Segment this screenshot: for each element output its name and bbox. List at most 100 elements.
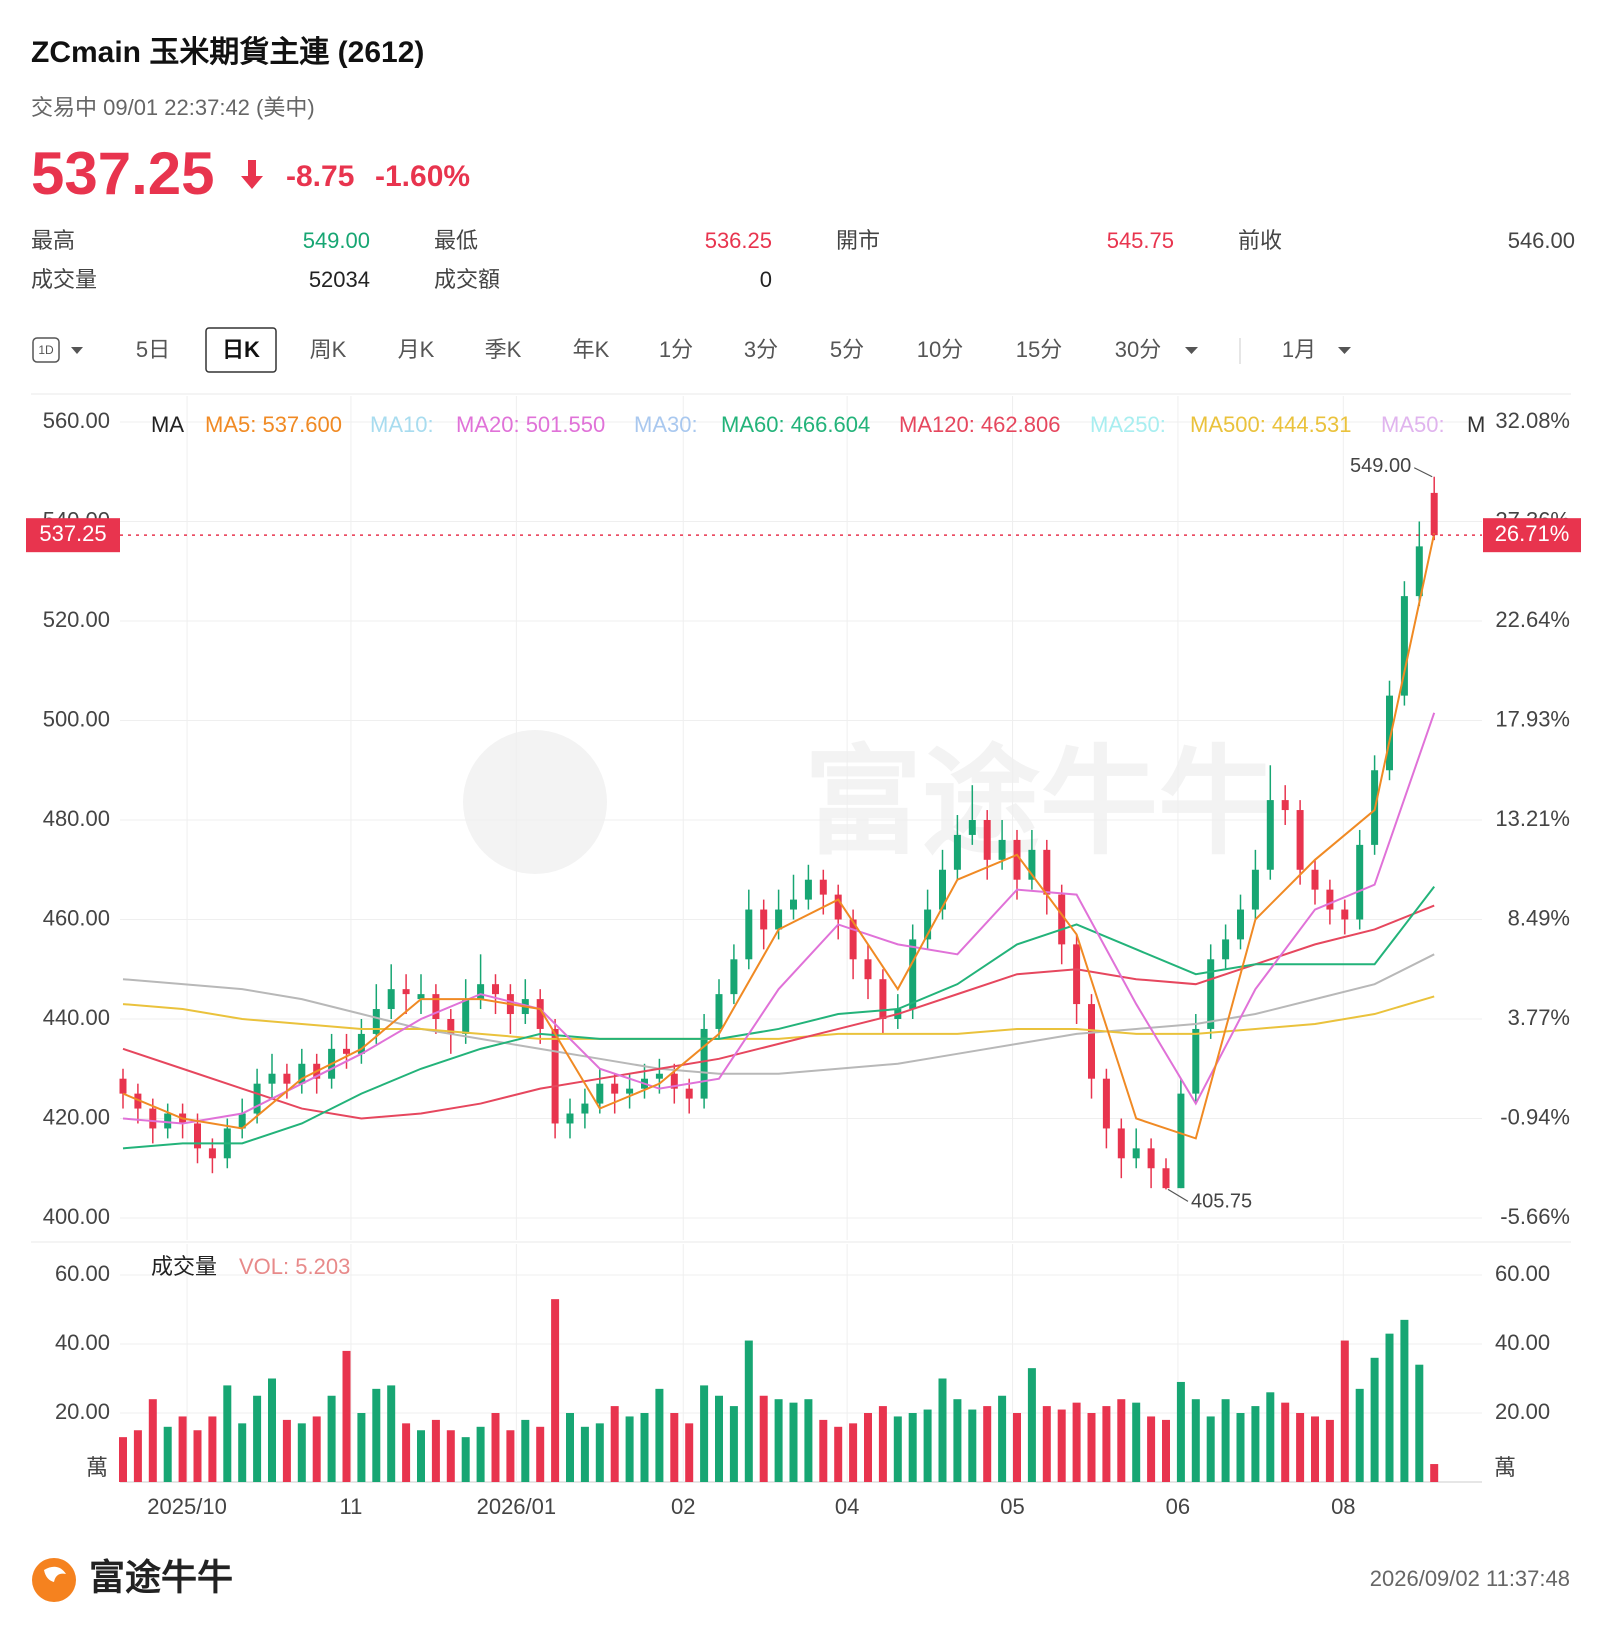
y2-tick-label: 17.93% (1495, 706, 1570, 731)
candle-body (462, 999, 470, 1034)
volume-bar (1311, 1416, 1319, 1482)
tab[interactable]: 5分 (830, 337, 864, 362)
candle-body (804, 879, 812, 900)
tab[interactable]: 月K (398, 337, 435, 362)
tab[interactable]: 年K (573, 337, 610, 362)
tab[interactable]: 5日 (136, 337, 170, 362)
legend-title: MA (151, 412, 184, 437)
candle-body (387, 989, 395, 1010)
candle-body (611, 1083, 619, 1094)
candle-body (849, 919, 857, 960)
candle-body (1102, 1078, 1110, 1129)
candle-body (134, 1093, 142, 1109)
volume-bar (1385, 1333, 1394, 1482)
volume-bar (148, 1399, 157, 1482)
tab[interactable]: 3分 (744, 337, 778, 362)
candle-body (1281, 800, 1289, 811)
annotation-leader (1167, 1188, 1189, 1202)
candle-body (655, 1073, 663, 1079)
volume-bar (342, 1350, 351, 1482)
title: ZCmain 玉米期貨主連 (2612) (31, 35, 424, 69)
volume-bar (402, 1423, 411, 1482)
volume-bar (1430, 1464, 1439, 1482)
volume-bar (1117, 1399, 1126, 1482)
candle-body (1117, 1128, 1125, 1159)
candle-body (357, 1033, 365, 1054)
timestamp: 2026/09/02 11:37:48 (1370, 1566, 1570, 1591)
candle-body (730, 959, 738, 995)
volume-bar (774, 1399, 783, 1482)
vol-title: 成交量 (151, 1254, 217, 1279)
vol-tick-label: 60.00 (55, 1261, 110, 1286)
interval-label[interactable]: 1D (38, 343, 54, 357)
candle-body (1386, 695, 1393, 771)
candle-body (1147, 1148, 1155, 1169)
tab[interactable]: 30分 (1115, 337, 1161, 362)
volume-bar (387, 1385, 396, 1482)
y-tick-label: 480.00 (43, 806, 110, 831)
legend-item: MA250: (1090, 412, 1166, 437)
candle-body (834, 894, 842, 920)
dropdown[interactable] (71, 347, 83, 354)
volume-bar (1296, 1413, 1305, 1482)
volume-bar (670, 1413, 679, 1482)
volume-bar (119, 1437, 127, 1482)
last-pct-label: 26.71% (1495, 521, 1570, 546)
tab[interactable]: 日K (222, 337, 260, 362)
volume-bar (1072, 1402, 1081, 1482)
change-pct: -1.60% (375, 160, 470, 193)
legend-item: MA30: (634, 412, 698, 437)
volume-bar (685, 1423, 694, 1482)
last-price-label: 537.25 (39, 521, 106, 546)
volume-bar (476, 1426, 485, 1482)
volume-bar (1147, 1416, 1156, 1482)
volume-bar (1221, 1399, 1230, 1482)
y2-tick-label: 13.21% (1495, 806, 1570, 831)
dropdown[interactable] (1185, 347, 1198, 354)
candle-body (819, 879, 827, 895)
active-tab-box[interactable] (205, 327, 277, 373)
volume-bar (1206, 1416, 1215, 1482)
interval-icon[interactable] (32, 337, 60, 363)
volume-bar (610, 1406, 619, 1482)
tab[interactable]: 10分 (917, 337, 963, 362)
candle-body (492, 984, 499, 995)
stat-label: 前收 (1238, 228, 1282, 253)
volume-bar (1132, 1402, 1141, 1482)
volume-bar (133, 1430, 142, 1482)
volume-bar (461, 1437, 470, 1482)
volume-bar (223, 1385, 232, 1482)
tab[interactable]: 1月 (1282, 337, 1316, 362)
tab[interactable]: 15分 (1016, 337, 1062, 362)
y2-tick-label: 3.77% (1508, 1005, 1570, 1030)
ma-line (122, 995, 1435, 1040)
volume-bar (655, 1388, 664, 1482)
candle-body (1326, 889, 1334, 910)
candle-body (983, 820, 991, 860)
volume-bar (1236, 1413, 1245, 1482)
candle-body (208, 1148, 216, 1159)
volume-bar (998, 1395, 1007, 1482)
candle-body (879, 979, 887, 1019)
candle-body (924, 909, 932, 940)
tab[interactable]: 季K (485, 337, 522, 362)
y2-tick-label: -0.94% (1500, 1104, 1570, 1129)
vol-tick-label-right: 60.00 (1495, 1261, 1550, 1286)
candle-body (685, 1088, 693, 1099)
volume-bar (1370, 1357, 1379, 1482)
stat-value: 546.00 (1508, 228, 1575, 253)
tab[interactable]: 1分 (659, 337, 693, 362)
candle-body (864, 959, 872, 980)
candle-body (1073, 944, 1081, 1005)
y2-tick-label: 32.08% (1495, 408, 1570, 433)
candle-body (775, 909, 783, 930)
candle-body (551, 1028, 559, 1124)
tab[interactable]: 周K (310, 337, 347, 362)
volume-bar (357, 1413, 366, 1482)
volume-bar (1400, 1319, 1409, 1482)
candle-body (1177, 1093, 1185, 1189)
brand: 富途牛牛 (89, 1557, 233, 1598)
dropdown[interactable] (1338, 347, 1351, 354)
candle-body (581, 1103, 589, 1114)
candle-body (626, 1088, 634, 1094)
